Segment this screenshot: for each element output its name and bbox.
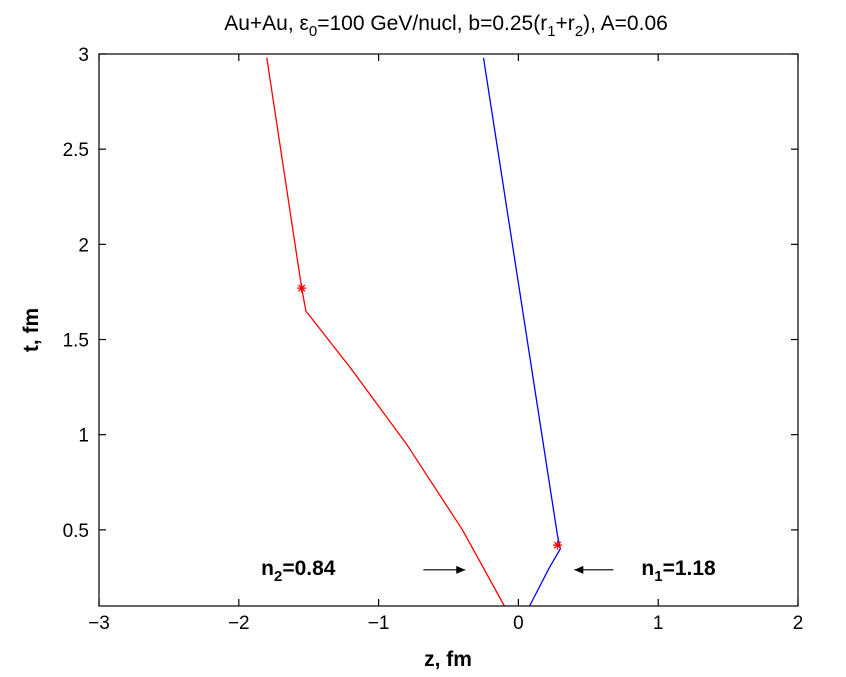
- x-tick-label: −1: [368, 613, 390, 634]
- y-tick-label: 1.5: [63, 331, 89, 352]
- y-tick-label: 2: [78, 235, 89, 256]
- annotation-layer: n2=0.84 n1=1.18: [261, 557, 716, 585]
- y-tick-label: 2.5: [63, 140, 89, 161]
- y-tick-label: 1: [78, 426, 89, 447]
- y-tick-label: 3: [78, 45, 89, 66]
- y-axis: 0.5 1 1.5 2 2.5 3: [63, 45, 798, 542]
- x-tick-label: 0: [513, 613, 524, 634]
- marker-layer: [297, 283, 563, 550]
- annotation-n2: n2=0.84: [261, 557, 336, 585]
- x-tick-label: 2: [793, 613, 804, 634]
- star-marker-2: [553, 540, 563, 550]
- arrow-n2: [423, 565, 466, 574]
- series-line-2: [482, 57, 561, 607]
- y-tick-label: 0.5: [63, 521, 89, 542]
- axes-frame: [98, 53, 799, 607]
- star-marker-1: [297, 283, 307, 293]
- x-tick-label: −2: [228, 613, 250, 634]
- x-axis-label: z, fm: [424, 648, 472, 671]
- annotation-n1: n1=1.18: [641, 557, 716, 585]
- y-axis-label: t, fm: [20, 308, 43, 352]
- chart-title: Au+Au, ε0=100 GeV/nucl, b=0.25(r1+r2), A…: [224, 12, 668, 40]
- x-axis: −3 −2 −1 0 1 2: [88, 54, 803, 634]
- arrow-n1: [574, 565, 614, 574]
- x-tick-label: −3: [88, 613, 110, 634]
- x-tick-label: 1: [653, 613, 664, 634]
